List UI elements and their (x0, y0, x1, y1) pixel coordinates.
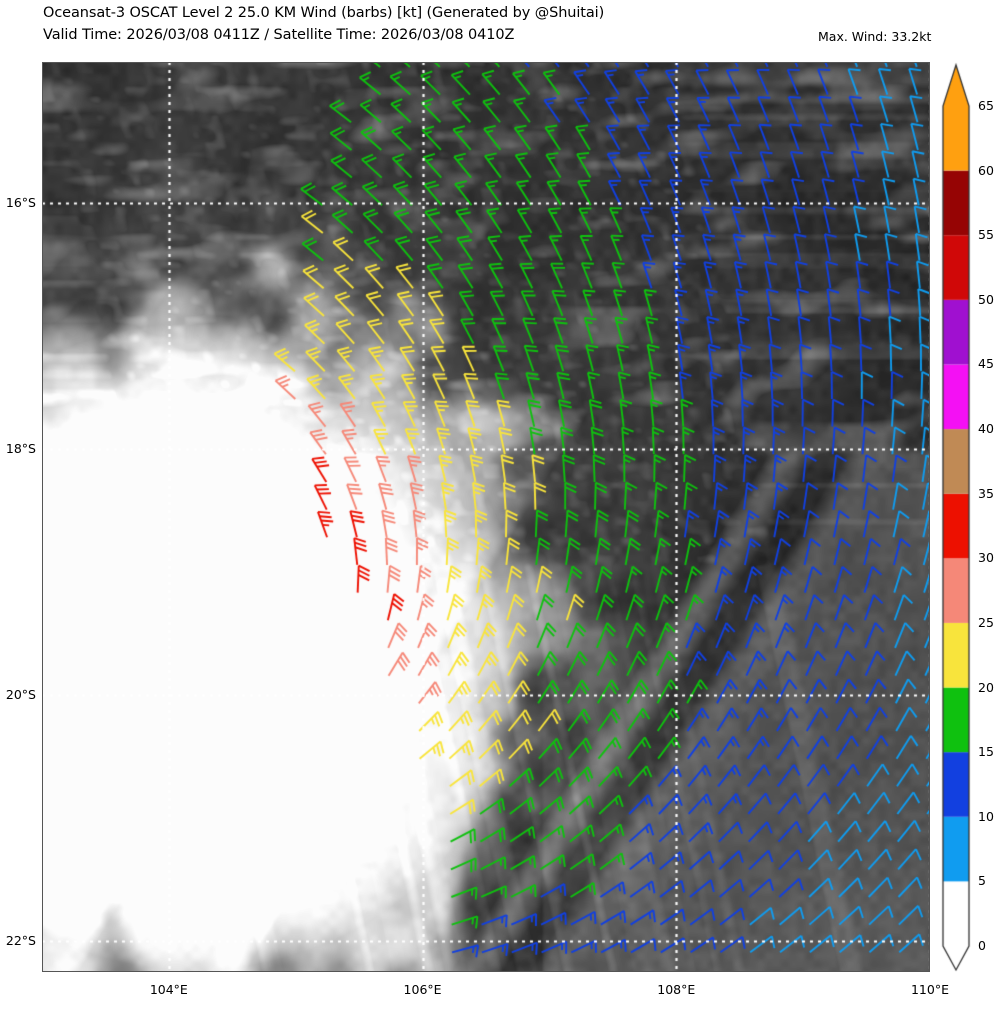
colorbar-tick-label: 25 (978, 614, 994, 630)
figure-subtitle-times: Valid Time: 2026/03/08 0411Z / Satellite… (43, 27, 515, 43)
lat-lon-gridlines (42, 62, 930, 972)
colorbar-tick-label: 20 (978, 679, 994, 695)
colorbar-tick-label: 50 (978, 291, 994, 307)
colorbar-tick-label: 0 (978, 938, 986, 953)
max-wind-annotation: Max. Wind: 33.2kt (818, 29, 932, 44)
longitude-tick-label: 106°E (403, 982, 442, 997)
colorbar-tick-label: 65 (978, 98, 994, 113)
latitude-tick-label: 22°S (5, 933, 36, 949)
colorbar-tick-label: 55 (978, 227, 994, 243)
latitude-tick-label: 20°S (5, 687, 36, 703)
colorbar-tick-label: 35 (978, 485, 994, 501)
colorbar-tick-label: 45 (978, 356, 994, 372)
colorbar-tick-label: 10 (978, 808, 994, 824)
colorbar-tick-label: 30 (978, 550, 994, 566)
longitude-tick-label: 110°E (910, 982, 949, 997)
longitude-tick-label: 108°E (657, 982, 696, 997)
colorbar-tick-label: 5 (978, 873, 986, 889)
figure-header: Oceansat-3 OSCAT Level 2 25.0 KM Wind (b… (0, 0, 1008, 62)
latitude-tick-label: 16°S (5, 195, 36, 211)
map-plot-area (42, 62, 930, 972)
wind-speed-colorbar (938, 62, 974, 972)
colorbar-tick-label: 15 (978, 744, 994, 760)
colorbar-tick-label: 40 (978, 421, 994, 437)
figure-title: Oceansat-3 OSCAT Level 2 25.0 KM Wind (b… (43, 5, 605, 21)
colorbar-tick-label: 60 (978, 162, 994, 178)
longitude-tick-label: 104°E (149, 982, 188, 997)
latitude-tick-label: 18°S (5, 441, 36, 457)
